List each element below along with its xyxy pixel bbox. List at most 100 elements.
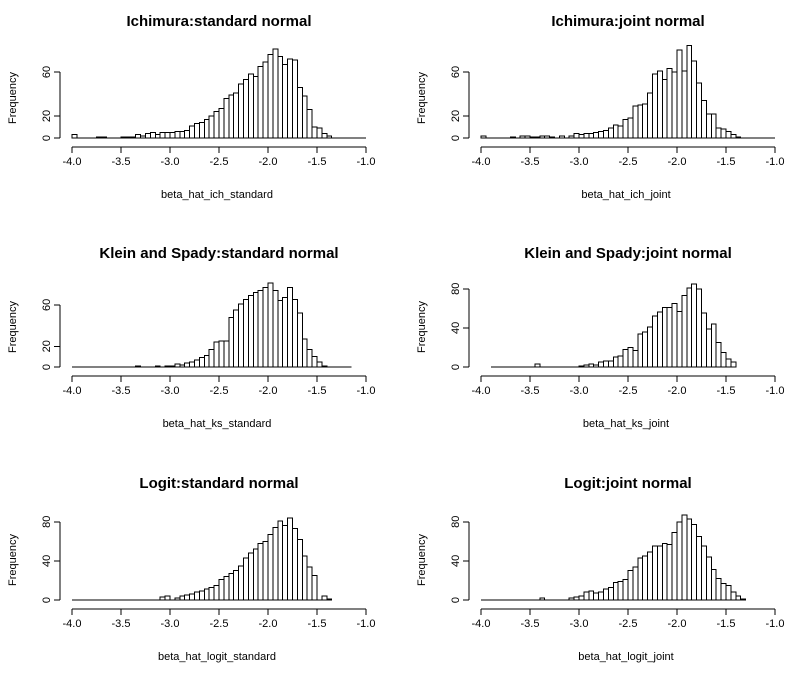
histogram-bar xyxy=(593,592,600,601)
histogram-bar xyxy=(208,115,215,139)
histogram-bar xyxy=(243,79,249,139)
histogram-bar xyxy=(519,135,526,139)
histogram-bar xyxy=(223,340,230,368)
histogram-bar xyxy=(720,582,727,601)
x-tick-label: -3.5 xyxy=(112,618,131,630)
histogram-bar xyxy=(549,136,555,139)
x-tick-label: -4.0 xyxy=(472,618,491,630)
histogram-bar xyxy=(321,595,328,601)
histogram-bar xyxy=(480,135,487,139)
histogram-bar xyxy=(642,103,649,139)
histogram-bar xyxy=(647,92,653,139)
x-tick-label: -3.0 xyxy=(570,385,589,397)
histogram-bar xyxy=(292,528,298,601)
histogram-bar xyxy=(194,591,200,601)
histogram-bar xyxy=(647,326,653,368)
histogram-bar xyxy=(632,105,639,139)
histogram-bar xyxy=(568,597,575,601)
histogram-bar xyxy=(652,73,658,139)
histogram-bar xyxy=(642,555,649,601)
histogram-bar xyxy=(228,316,235,368)
x-tick-label: -1.5 xyxy=(717,156,736,168)
x-tick-label: -3.5 xyxy=(521,618,540,630)
histogram-bar xyxy=(681,514,688,601)
histogram-bar xyxy=(603,360,609,368)
x-tick-label: -1.0 xyxy=(357,385,376,397)
histogram-bar xyxy=(189,125,196,139)
histogram-bar xyxy=(607,586,614,601)
x-tick-label: -1.5 xyxy=(717,385,736,397)
histogram-bar xyxy=(262,61,269,139)
histogram-bar xyxy=(632,566,639,601)
histogram-bar xyxy=(735,595,742,601)
chart-title: Ichimura:joint normal xyxy=(551,13,704,30)
histogram-bar xyxy=(720,128,727,139)
histogram-bar xyxy=(686,287,693,368)
histogram-bar xyxy=(715,127,722,139)
histogram-bar xyxy=(316,361,323,368)
histogram-bar xyxy=(578,134,585,139)
histogram-bar xyxy=(696,535,702,601)
y-tick-label: 80 xyxy=(41,516,53,528)
histogram-bar xyxy=(539,135,546,139)
x-tick-label: -3.0 xyxy=(161,618,180,630)
x-tick-label: -3.5 xyxy=(112,385,131,397)
histogram-bar xyxy=(573,596,580,601)
histogram-bar xyxy=(735,136,742,139)
histogram-bar xyxy=(184,362,191,368)
histogram-bar xyxy=(681,295,688,368)
histogram-bar xyxy=(661,79,668,139)
histogram-bar xyxy=(637,557,644,601)
x-tick-label: -2.5 xyxy=(210,385,229,397)
histogram-bar xyxy=(252,291,259,368)
histogram-panel-6: Logit:joint normal -4.0 -3.5 -3.0 -2.5 -2.0 -1… xyxy=(416,475,784,663)
histogram-bar xyxy=(710,113,717,139)
histogram-bar xyxy=(194,359,200,368)
x-tick-label: -1.0 xyxy=(766,618,785,630)
histogram-bar xyxy=(637,333,644,368)
histogram-bar xyxy=(622,348,629,368)
x-axis-label: beta_hat_ks_standard xyxy=(163,418,272,430)
histogram-bar xyxy=(558,135,565,139)
histogram-bar xyxy=(223,576,230,601)
histogram-bar xyxy=(169,365,176,368)
histogram-bar xyxy=(228,573,235,601)
histogram-bar xyxy=(740,598,747,601)
histogram-bar xyxy=(627,346,634,368)
histogram-bar xyxy=(149,132,156,139)
histogram-bar xyxy=(296,86,303,139)
histogram-bar xyxy=(725,358,732,368)
histogram-bar xyxy=(159,596,166,601)
y-tick-label: 0 xyxy=(41,364,53,370)
histogram-bar xyxy=(247,552,254,601)
histogram-bar xyxy=(534,136,541,139)
histogram-bar xyxy=(203,118,210,139)
histogram-bar xyxy=(287,58,294,139)
histogram-bar xyxy=(617,580,624,601)
histogram-bar xyxy=(686,518,693,601)
y-tick-label: 0 xyxy=(41,135,53,141)
histogram-bar xyxy=(588,590,595,601)
histogram-bar xyxy=(691,524,698,601)
y-tick-label: 60 xyxy=(450,66,462,78)
histogram-bar xyxy=(306,108,313,139)
histogram-bar xyxy=(296,312,303,368)
histogram-panel-4: Klein and Spady:joint normal -4.0 -3.5 -3.0… xyxy=(416,245,784,430)
x-tick-label: -2.0 xyxy=(259,618,278,630)
histogram-bar xyxy=(120,136,127,139)
x-axis-label: beta_hat_ks_joint xyxy=(583,418,669,430)
histogram-bar xyxy=(198,122,205,139)
y-tick-label: 0 xyxy=(41,597,53,603)
histogram-bar xyxy=(671,302,678,368)
histogram-bar xyxy=(262,286,269,368)
histogram-bar xyxy=(701,312,707,368)
histogram-bar xyxy=(311,356,318,368)
histogram-bar xyxy=(598,361,604,368)
histogram-bar xyxy=(534,363,541,368)
x-axis-label: beta_hat_ich_joint xyxy=(581,189,670,201)
histogram-bar xyxy=(257,542,264,601)
x-tick-label: -1.5 xyxy=(308,156,327,168)
chart-title: Ichimura:standard normal xyxy=(126,13,311,30)
histogram-bar xyxy=(656,70,663,139)
